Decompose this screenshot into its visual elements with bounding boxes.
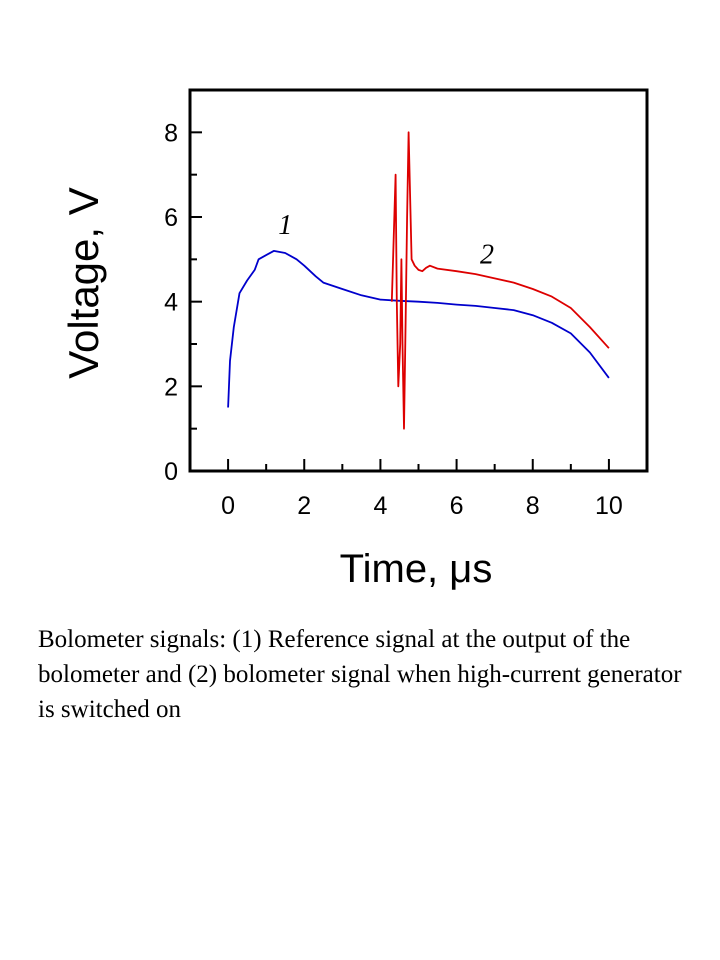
- y-tick-label: 4: [164, 289, 178, 317]
- y-tick-label: 2: [164, 373, 178, 401]
- series-line-2: [390, 131, 610, 430]
- curve-label-1: 1: [278, 210, 292, 241]
- figure-caption: Bolometer signals: (1) Reference signal …: [38, 626, 682, 723]
- x-tick-label: 2: [297, 492, 311, 520]
- x-axis-ticks: 0 2 4 6 8 10: [189, 459, 648, 520]
- x-tick-label: 4: [373, 492, 387, 520]
- y-axis-ticks: 0 2 4 6 8: [164, 89, 202, 486]
- series-layer: [227, 131, 610, 430]
- y-tick-label: 6: [164, 204, 178, 232]
- curve-label-2: 2: [480, 240, 494, 271]
- x-axis-label: Time, μs: [340, 547, 493, 591]
- y-tick-label: 0: [164, 458, 178, 486]
- plot-frame: [188, 88, 649, 473]
- x-tick-label: 10: [595, 492, 623, 520]
- x-tick-label: 6: [450, 492, 464, 520]
- x-tick-label: 8: [526, 492, 540, 520]
- y-tick-label: 8: [164, 119, 178, 147]
- series-line-1: [227, 249, 610, 408]
- x-tick-label: 0: [221, 492, 235, 520]
- curve-labels: 12: [278, 210, 494, 271]
- y-axis-label: Voltage, V: [60, 187, 107, 378]
